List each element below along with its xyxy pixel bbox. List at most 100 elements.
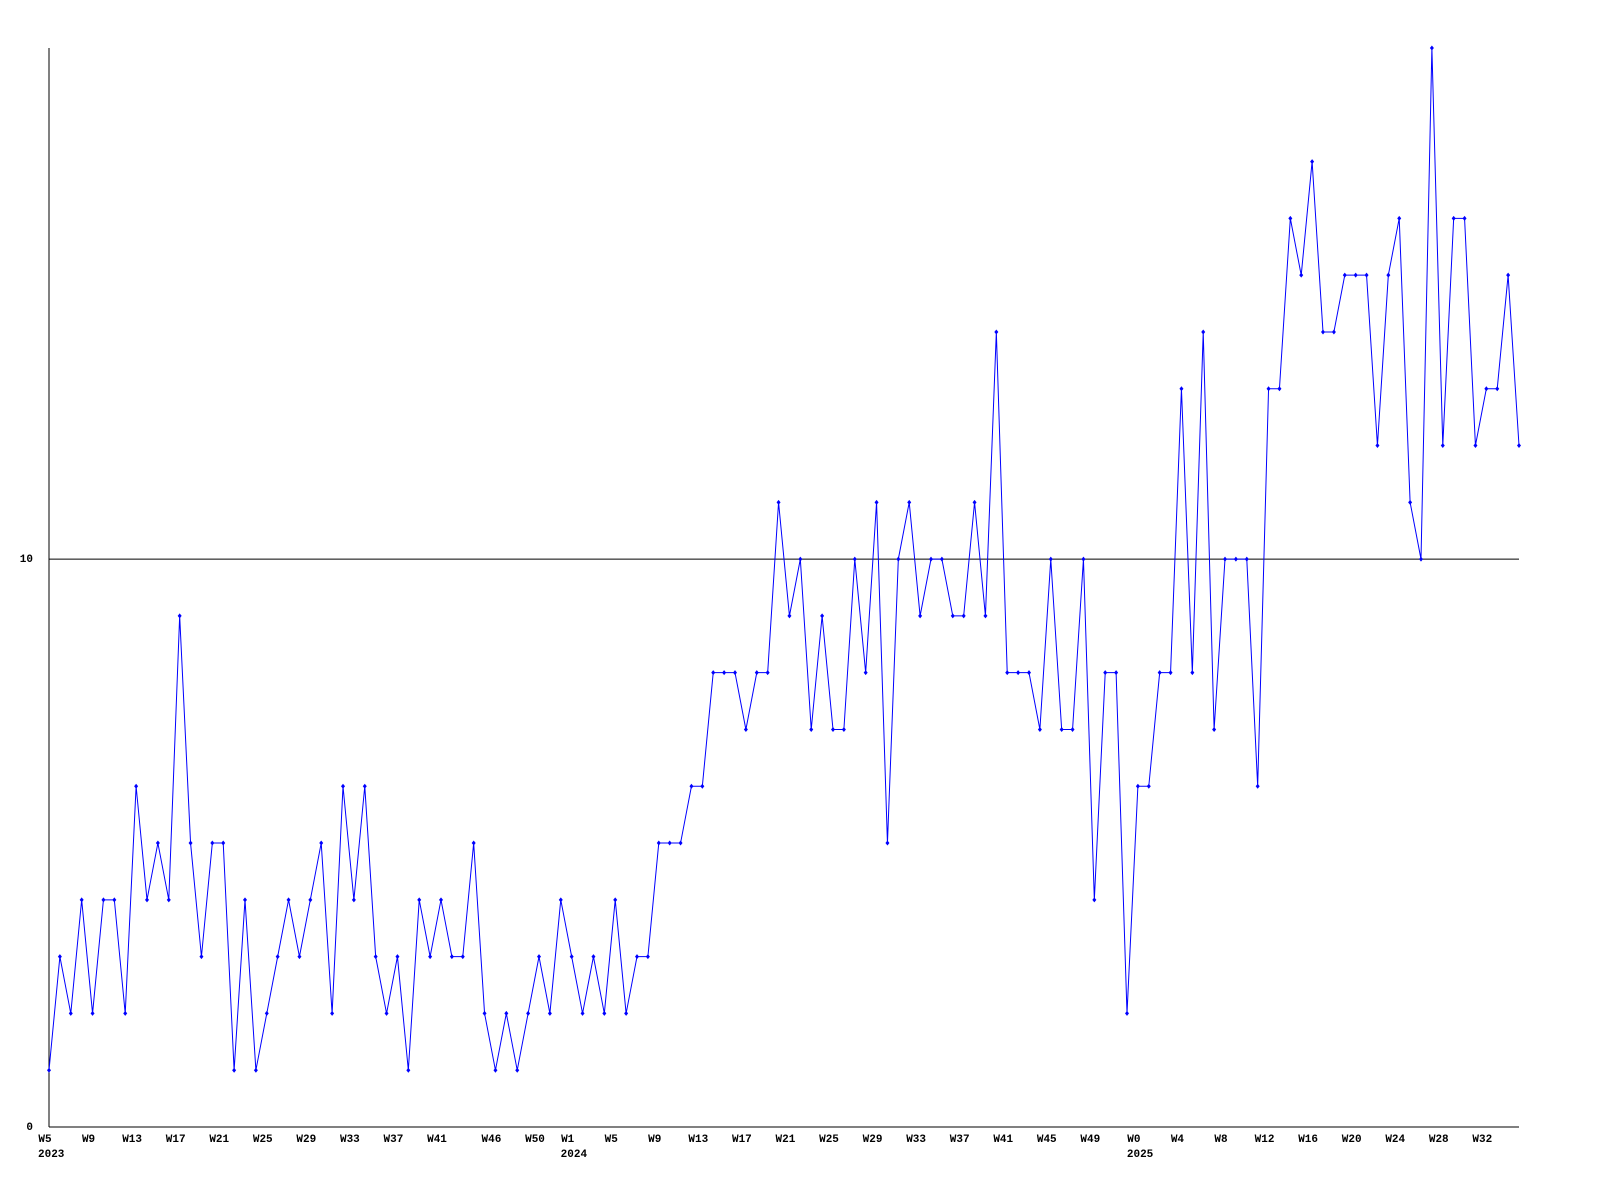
data-point [90, 1010, 95, 1016]
data-point [961, 613, 966, 619]
data-point [1517, 443, 1521, 449]
data-point [580, 1010, 585, 1016]
x-tick-label: W28 [1429, 1134, 1449, 1146]
data-point [907, 499, 912, 505]
data-point [1375, 443, 1380, 449]
data-point [1299, 272, 1304, 278]
data-point [733, 670, 737, 676]
data-point [656, 840, 661, 846]
x-tick-label: W49 [1080, 1134, 1100, 1146]
data-point [1353, 272, 1358, 278]
data-point [351, 897, 356, 903]
x-tick-label: W5 [605, 1134, 619, 1146]
data-point [1135, 783, 1140, 789]
x-tick-label: W13 [688, 1134, 708, 1146]
x-tick-label: W4 [1171, 1134, 1185, 1146]
data-point [232, 1067, 237, 1073]
data-point [711, 670, 716, 676]
data-point [700, 783, 705, 789]
data-point [1048, 556, 1053, 562]
x-tick-label: W32 [1472, 1134, 1492, 1146]
data-point [613, 897, 618, 903]
data-point [820, 613, 825, 619]
x-year-label: 2023 [38, 1149, 65, 1161]
data-point [1386, 272, 1391, 278]
data-point [1125, 1010, 1129, 1016]
data-point [1070, 726, 1075, 732]
data-point [787, 613, 792, 619]
data-point [79, 897, 84, 903]
data-point [460, 954, 465, 960]
x-tick-label: W8 [1214, 1134, 1228, 1146]
data-point [482, 1010, 487, 1016]
data-point [1233, 556, 1238, 562]
data-point [1495, 386, 1500, 392]
data-point [569, 954, 574, 960]
data-point [428, 954, 433, 960]
data-point [1146, 783, 1151, 789]
data-point [852, 556, 857, 562]
data-point [1331, 329, 1336, 335]
data-point [1190, 670, 1195, 676]
data-point [863, 670, 868, 676]
x-tick-label: W20 [1342, 1134, 1362, 1146]
data-point [1484, 386, 1489, 392]
data-point [264, 1010, 269, 1016]
data-point [1179, 386, 1184, 392]
data-point [1212, 726, 1217, 732]
x-tick-label: W9 [648, 1134, 661, 1146]
data-point [994, 329, 999, 335]
data-point [1255, 783, 1260, 789]
data-point [918, 613, 923, 619]
data-point [1059, 726, 1064, 732]
data-point [1037, 726, 1042, 732]
x-tick-label: W25 [253, 1134, 273, 1146]
data-point [929, 556, 933, 562]
x-tick-label: W41 [427, 1134, 447, 1146]
data-point [765, 670, 770, 676]
data-point [1321, 329, 1325, 335]
data-point [177, 613, 182, 619]
data-point [1429, 45, 1434, 51]
data-point [885, 840, 890, 846]
data-point [134, 783, 139, 789]
data-point [874, 499, 879, 505]
data-point [1266, 386, 1271, 392]
data-point [308, 897, 313, 903]
data-point [841, 726, 846, 732]
data-point [384, 1010, 389, 1016]
x-tick-label: W37 [950, 1134, 970, 1146]
data-point [57, 954, 62, 960]
data-point [1114, 670, 1119, 676]
x-tick-label: W33 [340, 1134, 360, 1146]
data-point [972, 499, 977, 505]
data-point [341, 783, 345, 789]
data-point [123, 1010, 128, 1016]
data-point [406, 1067, 411, 1073]
data-point [439, 897, 443, 903]
data-point [1168, 670, 1173, 676]
data-point [275, 954, 280, 960]
data-point [591, 954, 596, 960]
data-point [983, 613, 988, 619]
data-point [645, 954, 650, 960]
data-point [1103, 670, 1108, 676]
data-point [1310, 159, 1315, 165]
data-point [809, 726, 814, 732]
x-tick-label: W37 [384, 1134, 404, 1146]
x-tick-label: W29 [863, 1134, 883, 1146]
x-tick-label: W25 [819, 1134, 839, 1146]
data-point [1277, 386, 1282, 392]
data-point [493, 1067, 498, 1073]
data-point [188, 840, 193, 846]
data-point [1462, 215, 1467, 221]
data-point [798, 556, 803, 562]
data-point [1092, 897, 1097, 903]
data-point [155, 840, 160, 846]
data-point [1288, 215, 1293, 221]
x-tick-label: W5 [38, 1134, 52, 1146]
data-point [362, 783, 367, 789]
x-tick-label: W45 [1037, 1134, 1057, 1146]
